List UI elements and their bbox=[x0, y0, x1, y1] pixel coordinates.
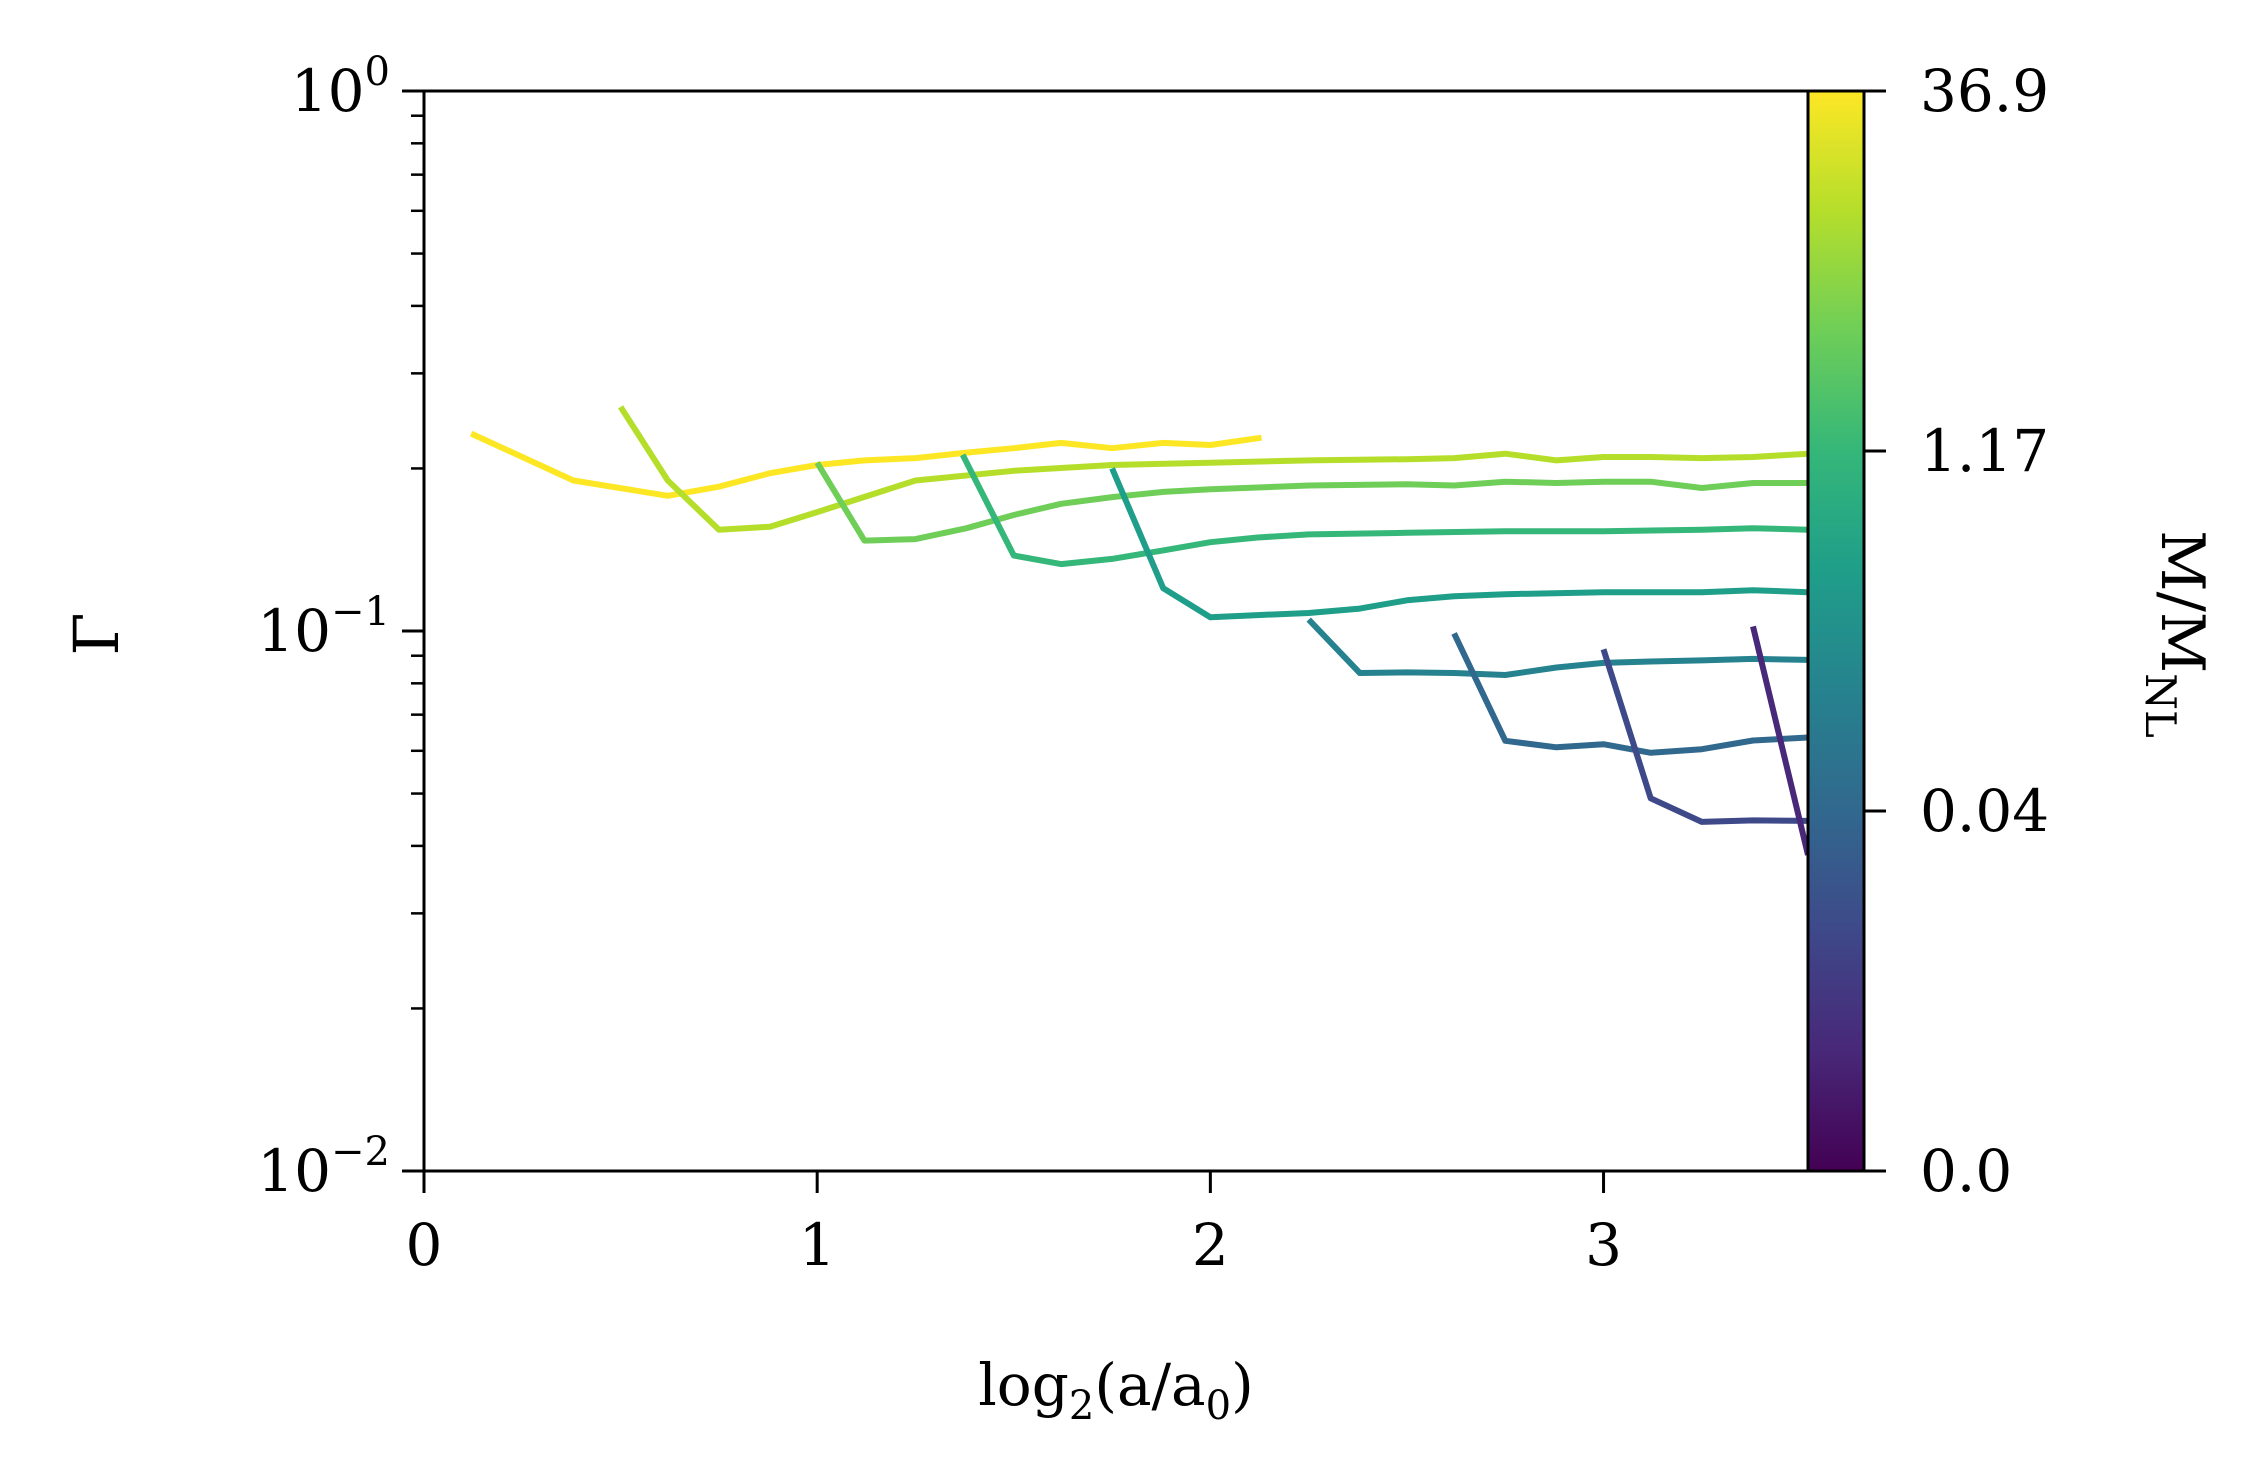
series-line-5 bbox=[1306, 617, 1809, 678]
series-line-7 bbox=[1600, 648, 1809, 825]
x-tick-label: 2 bbox=[1192, 1211, 1229, 1279]
x-tick-label: 3 bbox=[1585, 1211, 1622, 1279]
y-tick-label: 100 bbox=[291, 49, 390, 125]
series-line-2 bbox=[814, 461, 1808, 544]
colorbar-tick-label: 1.17 bbox=[1920, 417, 2049, 485]
axis-layer: 0 1 2 3 100 10−1 10−2 bbox=[257, 49, 1622, 1279]
plot-frame bbox=[422, 89, 1810, 1173]
series-line-1 bbox=[618, 405, 1809, 533]
x-tick-label: 0 bbox=[406, 1211, 443, 1279]
colorbar-tick-label: 36.9 bbox=[1920, 57, 2049, 125]
y-tick-label: 10−2 bbox=[257, 1129, 390, 1205]
series-layer bbox=[469, 405, 1811, 856]
x-axis-label: log2(a/a0) bbox=[978, 1351, 1253, 1429]
series-line-4 bbox=[1109, 467, 1809, 621]
colorbar-label: M/MNL bbox=[2136, 530, 2217, 738]
series-line-6 bbox=[1451, 632, 1809, 756]
colorbar-ticks: 0.0 0.04 1.17 36.9 bbox=[1864, 57, 2049, 1205]
colorbar-tick-label: 0.04 bbox=[1920, 777, 2049, 845]
colorbar bbox=[1806, 89, 1866, 1173]
y-axis-label: Γ bbox=[60, 612, 133, 655]
x-tick-label: 1 bbox=[799, 1211, 836, 1279]
colorbar-tick-label: 0.0 bbox=[1920, 1137, 2012, 1205]
series-line-8 bbox=[1750, 625, 1811, 856]
y-tick-label: 10−1 bbox=[257, 589, 390, 665]
series-line-3 bbox=[960, 453, 1809, 568]
